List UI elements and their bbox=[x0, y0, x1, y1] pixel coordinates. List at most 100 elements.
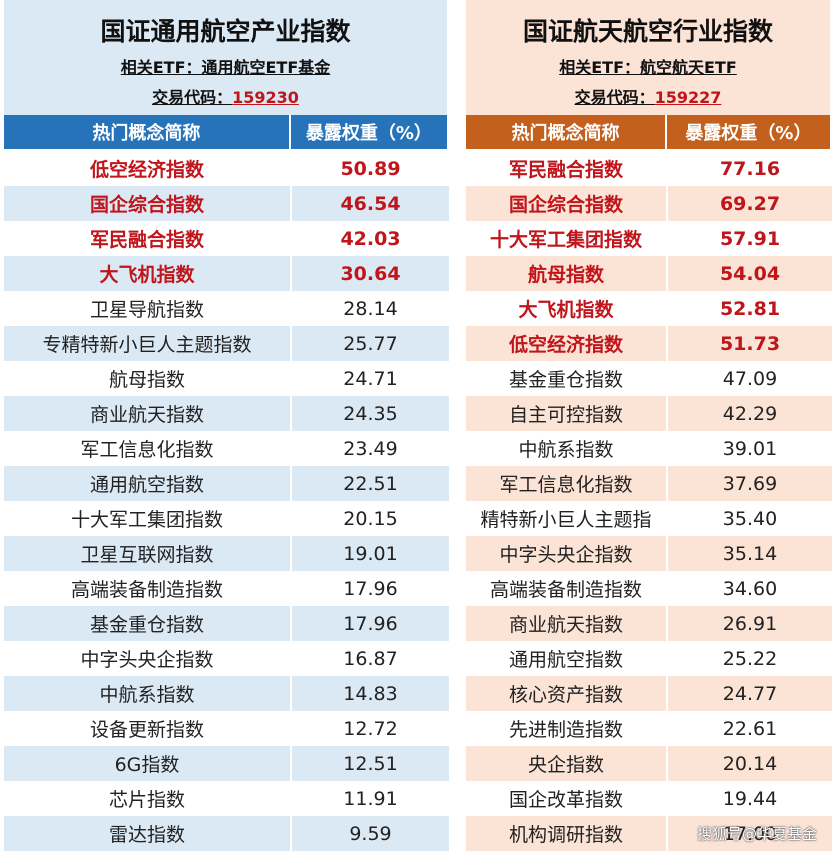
concept-name: 航母指数 bbox=[4, 361, 292, 396]
table-row: 商业航天指数 24.35 bbox=[4, 396, 449, 431]
concept-name: 中字头央企指数 bbox=[466, 536, 668, 571]
code-label: 交易代码： bbox=[574, 88, 655, 107]
code-line: 交易代码：159230 bbox=[4, 84, 447, 108]
exposure-weight: 19.44 bbox=[722, 787, 778, 810]
exposure-weight: 11.91 bbox=[343, 787, 398, 810]
exposure-weight: 39.01 bbox=[722, 437, 778, 460]
concept-name: 芯片指数 bbox=[4, 781, 292, 816]
table-row: 国企综合指数 46.54 bbox=[4, 186, 449, 221]
table-row: 国企综合指数 69.27 bbox=[466, 186, 832, 221]
exposure-weight: 19.01 bbox=[343, 542, 398, 565]
table-row: 机构调研指数 17.00 bbox=[466, 816, 832, 851]
exposure-weight: 17.00 bbox=[722, 822, 778, 845]
panel-title: 国证航天航空行业指数 bbox=[522, 17, 773, 46]
concept-name: 高端装备制造指数 bbox=[466, 571, 668, 606]
concept-name: 自主可控指数 bbox=[466, 396, 668, 431]
aerospace-panel: 国证航天航空行业指数 相关ETF：航空航天ETF 交易代码：159227 热门概… bbox=[466, 0, 832, 851]
table-row: 基金重仓指数 17.96 bbox=[4, 606, 449, 641]
table-row: 核心资产指数 24.77 bbox=[466, 676, 832, 711]
table-row: 精特新小巨人主题指 35.40 bbox=[466, 501, 832, 536]
concept-name: 通用航空指数 bbox=[466, 641, 668, 676]
panel-header: 国证通用航空产业指数 相关ETF：通用航空ETF基金 交易代码：159230 bbox=[4, 0, 447, 115]
column-header: 热门概念简称 暴露权重（%） bbox=[4, 115, 447, 149]
concept-name: 商业航天指数 bbox=[4, 396, 292, 431]
table-body: 低空经济指数 50.89 国企综合指数 46.54 军民融合指数 42.03 大飞机指数 30… bbox=[4, 151, 449, 851]
table-row: 雷达指数 9.59 bbox=[4, 816, 449, 851]
exposure-weight: 14.83 bbox=[343, 682, 398, 705]
etf-line: 相关ETF：航空航天ETF bbox=[466, 54, 830, 78]
table-row: 通用航空指数 25.22 bbox=[466, 641, 832, 676]
table-row: 军工信息化指数 37.69 bbox=[466, 466, 832, 501]
code-line: 交易代码：159227 bbox=[466, 84, 830, 108]
exposure-weight: 20.15 bbox=[343, 507, 398, 530]
etf-name[interactable]: 航空航天ETF bbox=[640, 58, 737, 77]
table-row: 卫星导航指数 28.14 bbox=[4, 291, 449, 326]
concept-name: 基金重仓指数 bbox=[4, 606, 292, 641]
concept-name: 国企综合指数 bbox=[4, 186, 292, 221]
trade-code[interactable]: 159227 bbox=[654, 88, 722, 107]
table-row: 设备更新指数 12.72 bbox=[4, 711, 449, 746]
concept-name: 商业航天指数 bbox=[466, 606, 668, 641]
concept-name: 设备更新指数 bbox=[4, 711, 292, 746]
table-row: 军民融合指数 77.16 bbox=[466, 151, 832, 186]
etf-name[interactable]: 通用航空ETF基金 bbox=[201, 58, 331, 77]
table-row: 6G指数 12.51 bbox=[4, 746, 449, 781]
exposure-weight: 17.96 bbox=[343, 612, 398, 635]
exposure-weight: 28.14 bbox=[343, 297, 398, 320]
table-row: 低空经济指数 50.89 bbox=[4, 151, 449, 186]
table-row: 大飞机指数 52.81 bbox=[466, 291, 832, 326]
table-row: 航母指数 54.04 bbox=[466, 256, 832, 291]
concept-name: 十大军工集团指数 bbox=[466, 221, 668, 256]
table-body: 军民融合指数 77.16 国企综合指数 69.27 十大军工集团指数 57.91 航母指数 5… bbox=[466, 151, 832, 851]
table-row: 高端装备制造指数 17.96 bbox=[4, 571, 449, 606]
concept-name: 大飞机指数 bbox=[466, 291, 668, 326]
table-row: 中航系指数 39.01 bbox=[466, 431, 832, 466]
table-row: 军民融合指数 42.03 bbox=[4, 221, 449, 256]
table-row: 基金重仓指数 47.09 bbox=[466, 361, 832, 396]
exposure-weight: 25.77 bbox=[343, 332, 398, 355]
table-row: 芯片指数 11.91 bbox=[4, 781, 449, 816]
concept-name: 6G指数 bbox=[4, 746, 292, 781]
table-row: 国企改革指数 19.44 bbox=[466, 781, 832, 816]
concept-name: 先进制造指数 bbox=[466, 711, 668, 746]
panel-title: 国证通用航空产业指数 bbox=[100, 17, 351, 46]
table-row: 高端装备制造指数 34.60 bbox=[466, 571, 832, 606]
exposure-weight: 26.91 bbox=[722, 612, 778, 635]
exposure-weight: 46.54 bbox=[340, 192, 401, 215]
exposure-weight: 51.73 bbox=[719, 332, 781, 355]
concept-name: 专精特新小巨人主题指数 bbox=[4, 326, 292, 361]
concept-name: 卫星互联网指数 bbox=[4, 536, 292, 571]
code-label: 交易代码： bbox=[152, 88, 233, 107]
exposure-weight: 16.87 bbox=[343, 647, 398, 670]
concept-name: 中航系指数 bbox=[466, 431, 668, 466]
concept-name: 央企指数 bbox=[466, 746, 668, 781]
exposure-weight: 25.22 bbox=[722, 647, 778, 670]
concept-name: 军工信息化指数 bbox=[4, 431, 292, 466]
etf-line: 相关ETF：通用航空ETF基金 bbox=[4, 54, 447, 78]
concept-name: 中航系指数 bbox=[4, 676, 292, 711]
table-row: 中航系指数 14.83 bbox=[4, 676, 449, 711]
exposure-weight: 50.89 bbox=[340, 157, 401, 180]
table-row: 专精特新小巨人主题指数 25.77 bbox=[4, 326, 449, 361]
exposure-weight: 12.72 bbox=[343, 717, 398, 740]
exposure-weight: 69.27 bbox=[719, 192, 781, 215]
etf-label: 相关ETF： bbox=[120, 58, 202, 77]
concept-name: 大飞机指数 bbox=[4, 256, 292, 291]
col-name-header: 热门概念简称 bbox=[466, 115, 667, 149]
exposure-weight: 24.77 bbox=[722, 682, 778, 705]
exposure-weight: 20.14 bbox=[722, 752, 778, 775]
concept-name: 军民融合指数 bbox=[466, 151, 668, 186]
exposure-weight: 23.49 bbox=[343, 437, 398, 460]
trade-code[interactable]: 159230 bbox=[232, 88, 299, 107]
col-weight-header: 暴露权重（%） bbox=[685, 123, 812, 144]
exposure-weight: 35.14 bbox=[722, 542, 778, 565]
table-row: 低空经济指数 51.73 bbox=[466, 326, 832, 361]
exposure-weight: 35.40 bbox=[722, 507, 778, 530]
table-row: 中字头央企指数 16.87 bbox=[4, 641, 449, 676]
table-row: 通用航空指数 22.51 bbox=[4, 466, 449, 501]
exposure-weight: 42.03 bbox=[340, 227, 401, 250]
concept-name: 军工信息化指数 bbox=[466, 466, 668, 501]
table-row: 商业航天指数 26.91 bbox=[466, 606, 832, 641]
exposure-weight: 9.59 bbox=[349, 822, 392, 845]
concept-name: 军民融合指数 bbox=[4, 221, 292, 256]
